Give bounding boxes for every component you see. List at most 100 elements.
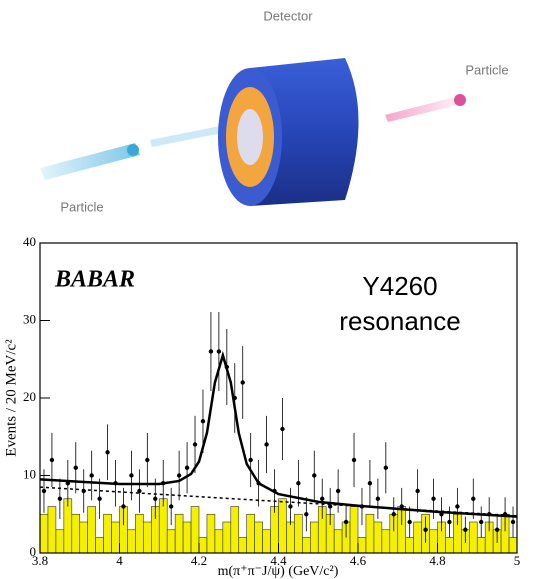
- data-point: [407, 519, 412, 525]
- data-point: [73, 465, 78, 470]
- data-point: [367, 481, 373, 486]
- histogram-bar: [158, 498, 168, 554]
- histogram-bar: [135, 513, 144, 554]
- histogram-bar: [381, 529, 391, 554]
- histogram-bar: [294, 513, 303, 554]
- particle-out: [454, 94, 466, 106]
- beam-mid: [150, 125, 227, 147]
- data-point: [327, 504, 333, 509]
- data-point: [224, 364, 230, 370]
- data-point: [137, 488, 142, 494]
- histogram-bar: [230, 506, 240, 554]
- data-point: [129, 473, 134, 478]
- histogram-bar: [429, 529, 438, 554]
- x-tick-label: 3.8: [32, 553, 48, 568]
- data-point: [184, 465, 190, 470]
- x-tick-label: 4.4: [270, 553, 287, 568]
- data-point: [105, 450, 110, 455]
- data-point: [479, 519, 484, 525]
- illustration: Detector Particle Particle: [40, 8, 509, 214]
- histogram-bar: [87, 506, 96, 554]
- data-point: [415, 488, 420, 494]
- data-point: [41, 488, 47, 494]
- data-point: [304, 512, 309, 517]
- data-point: [208, 349, 214, 354]
- data-point: [272, 488, 277, 494]
- histogram-bar: [445, 537, 454, 554]
- histogram-bar: [468, 521, 478, 554]
- data-point: [216, 349, 222, 354]
- data-point: [502, 512, 508, 517]
- data-point: [486, 512, 492, 517]
- data-point: [320, 496, 325, 501]
- data-point: [510, 519, 516, 525]
- histogram-bar: [198, 537, 208, 554]
- data-point: [375, 496, 381, 501]
- histogram-bar: [413, 521, 422, 554]
- detector-core: [237, 109, 263, 165]
- data-point: [176, 473, 182, 478]
- data-point: [383, 465, 389, 470]
- beam-out: [385, 97, 458, 122]
- data-point: [248, 457, 253, 463]
- histogram-bar: [55, 529, 65, 554]
- data-point: [455, 504, 460, 509]
- fit-line: [39, 350, 518, 518]
- data-point: [145, 457, 150, 463]
- histogram-bar: [270, 506, 279, 554]
- data-point: [153, 496, 158, 501]
- experiment-label: BABAR: [54, 267, 135, 293]
- histogram-bar: [95, 537, 104, 554]
- histogram-bar: [222, 521, 232, 554]
- data-point: [463, 527, 468, 532]
- histogram-bar: [333, 529, 343, 554]
- histogram-bar: [190, 506, 200, 554]
- data-point: [471, 496, 476, 501]
- data-point: [65, 481, 71, 486]
- data-point: [89, 473, 94, 478]
- histogram-bar: [63, 498, 73, 554]
- histogram-bar: [278, 498, 287, 554]
- histogram-bar: [39, 513, 49, 554]
- data-point: [391, 512, 396, 517]
- histogram-bar: [206, 513, 216, 554]
- beam-in: [40, 143, 140, 180]
- x-axis-label: m(π⁺π⁻J/ψ) (GeV/c²): [218, 564, 339, 579]
- data-point: [288, 504, 293, 509]
- histogram-bar: [349, 506, 359, 554]
- data-point: [312, 473, 317, 478]
- histogram-bar: [79, 521, 88, 554]
- data-point: [168, 504, 174, 509]
- particle-label: Particle: [60, 199, 103, 214]
- data-point: [264, 442, 269, 447]
- data-point: [359, 504, 365, 509]
- y-tick-label: 0: [30, 544, 37, 559]
- data-point: [192, 442, 198, 447]
- data-point: [49, 457, 55, 463]
- y-tick-label: 40: [23, 234, 36, 249]
- data-point: [494, 527, 500, 532]
- data-point: [431, 496, 436, 501]
- particle-in: [127, 144, 139, 156]
- x-tick-label: 4.8: [429, 553, 445, 568]
- x-tick-label: 4.6: [350, 553, 367, 568]
- histogram-bar: [246, 513, 255, 554]
- histogram-bar: [357, 537, 367, 554]
- histogram-bar: [47, 506, 57, 554]
- y-tick-label: 20: [23, 389, 36, 404]
- data-point: [200, 419, 206, 424]
- data-point: [447, 519, 452, 525]
- histogram-bar: [365, 513, 375, 554]
- histogram-bar: [508, 537, 518, 554]
- data-point: [256, 481, 261, 486]
- data-point: [97, 496, 102, 501]
- data-point: [351, 457, 357, 463]
- histogram-bar: [214, 529, 224, 554]
- x-tick-label: 4.2: [191, 553, 207, 568]
- histogram-bar: [127, 529, 136, 554]
- histogram-bar: [254, 521, 263, 554]
- x-tick-label: 4: [116, 553, 123, 568]
- histogram-bar: [103, 513, 112, 554]
- histogram-bar: [143, 521, 152, 554]
